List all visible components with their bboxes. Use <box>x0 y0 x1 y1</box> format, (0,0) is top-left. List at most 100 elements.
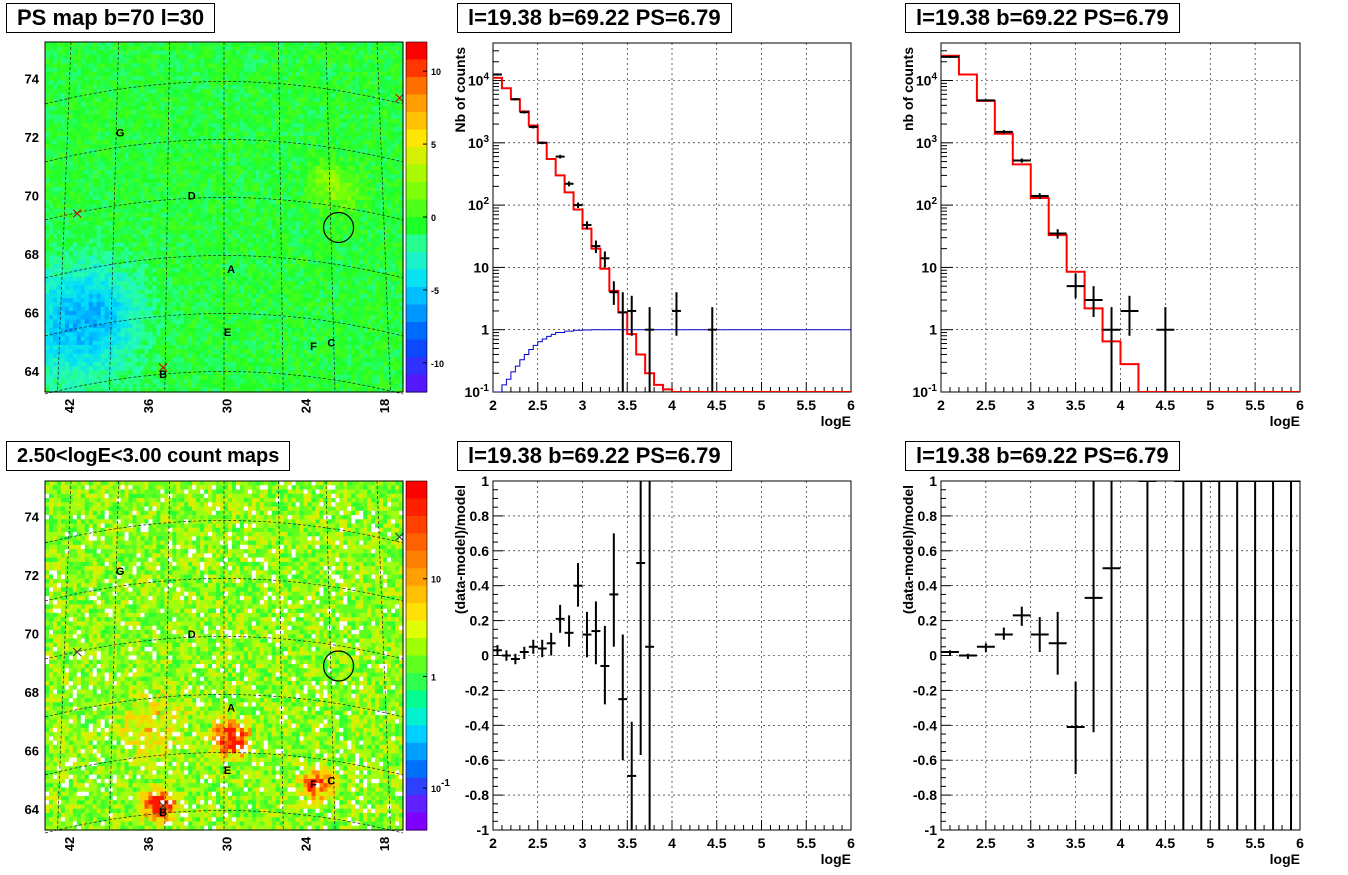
spectrum_coarse-panel: logE nb of counts <box>900 42 1301 429</box>
colorbar-swatch <box>406 655 427 674</box>
data-point <box>707 307 717 392</box>
map-x-tick: 42 <box>62 399 77 413</box>
data-point <box>1228 481 1247 830</box>
source-label: A <box>227 264 235 276</box>
map-frame <box>44 480 404 831</box>
data-point <box>591 240 601 254</box>
data-point <box>600 251 610 268</box>
x-tick-label: 3.5 <box>618 835 638 851</box>
map-frame <box>44 41 404 393</box>
y-tick-label: 0.2 <box>918 613 938 629</box>
y-tick-label: -0.6 <box>465 752 489 768</box>
y-tick-label: 0 <box>481 648 489 664</box>
colorbar-swatch <box>406 690 427 709</box>
data-point <box>976 643 995 653</box>
data-point <box>1102 307 1121 392</box>
x-tick-label: 4 <box>1117 835 1125 851</box>
map-x-tick: 24 <box>298 836 313 851</box>
x-tick-label: 4 <box>1117 397 1125 413</box>
data-point <box>941 650 959 656</box>
y-tick-label: 0 <box>929 648 937 664</box>
y-tick-label: -1 <box>477 822 490 838</box>
y-tick-label: -0.4 <box>913 717 937 733</box>
colorbar-swatch <box>406 374 427 393</box>
data-point <box>1246 481 1265 830</box>
latitude-line <box>44 81 404 105</box>
colorbar-tick: 5 <box>431 140 436 150</box>
latitude-line <box>44 810 404 834</box>
data-point <box>493 645 502 656</box>
map-y-tick: 68 <box>25 685 39 700</box>
data-point <box>645 307 655 392</box>
colorbar-swatch <box>406 269 427 288</box>
count-map-title: 2.50<logE<3.00 count maps <box>6 441 291 471</box>
source-label: D <box>188 629 196 641</box>
colorbar-swatch <box>406 164 427 183</box>
data-point <box>564 615 574 647</box>
residual_coarse-panel: logE (data-model)/model <box>900 480 1301 867</box>
x-axis-title: logE <box>1270 851 1300 867</box>
colorbar-swatch <box>406 322 427 341</box>
y-tick-label: 0.4 <box>470 578 490 594</box>
data-point <box>573 563 583 607</box>
source-label: F <box>310 341 317 353</box>
data-point <box>510 98 520 101</box>
data-point <box>958 653 977 659</box>
data-point <box>1048 611 1067 675</box>
source-label: D <box>188 191 196 203</box>
longitude-line <box>278 480 284 831</box>
colorbar-tick: 10 <box>431 575 441 585</box>
data-point <box>1156 307 1175 392</box>
y-tick-label: 1 <box>481 322 489 338</box>
model-curve <box>493 76 851 392</box>
x-tick-label: 3 <box>1027 397 1035 413</box>
data-point <box>645 481 655 830</box>
data-point <box>537 639 547 658</box>
colorbar-swatch <box>406 707 427 726</box>
data-point <box>600 625 610 705</box>
data-point <box>1066 273 1085 299</box>
data-point <box>573 202 583 208</box>
y-tick-label: 104 <box>916 72 938 89</box>
data-point <box>555 604 565 633</box>
longitude-line <box>164 41 170 393</box>
colorbar-swatch <box>406 129 427 148</box>
longitude-line <box>108 41 119 393</box>
x-tick-label: 2 <box>937 835 945 851</box>
x-tick-label: 3 <box>579 835 587 851</box>
data-point <box>1264 481 1283 830</box>
y-tick-label: 0.6 <box>918 543 938 559</box>
longitude-line <box>278 41 284 393</box>
data-point <box>582 221 592 230</box>
longitude-line <box>376 41 391 393</box>
colorbar-swatch <box>406 795 427 814</box>
data-point <box>1066 681 1085 775</box>
y-tick-label: 10-1 <box>913 383 938 400</box>
colorbar-swatch <box>406 77 427 96</box>
x-tick-label: 2.5 <box>976 835 996 851</box>
ps-map-title: PS map b=70 l=30 <box>6 3 216 33</box>
colorbar-swatch <box>406 252 427 271</box>
x-tick-label: 4.5 <box>707 397 727 413</box>
data-point <box>941 55 959 58</box>
data-point <box>618 634 628 761</box>
data-point <box>1120 295 1139 336</box>
data-point <box>528 125 538 129</box>
x-tick-label: 5 <box>1206 835 1214 851</box>
map-y-tick: 68 <box>25 247 39 262</box>
residual-fine-title: l=19.38 b=69.22 PS=6.79 <box>457 441 732 471</box>
latitude-line <box>44 371 404 395</box>
x-tick-label: 2.5 <box>976 397 996 413</box>
data-point <box>519 646 529 659</box>
x-tick-label: 4 <box>668 397 676 413</box>
data-point <box>976 99 995 102</box>
spectrum_fine-panel: logE Nb of counts <box>452 42 852 429</box>
cross-marker <box>395 93 404 103</box>
y-tick-label: 0.8 <box>470 508 490 524</box>
colorbar-swatch <box>406 357 427 376</box>
residual-coarse-title: l=19.38 b=69.22 PS=6.79 <box>905 441 1180 471</box>
data-point <box>636 481 646 755</box>
data-point <box>609 281 619 305</box>
data-point <box>1192 481 1211 830</box>
data-point <box>1174 481 1193 830</box>
